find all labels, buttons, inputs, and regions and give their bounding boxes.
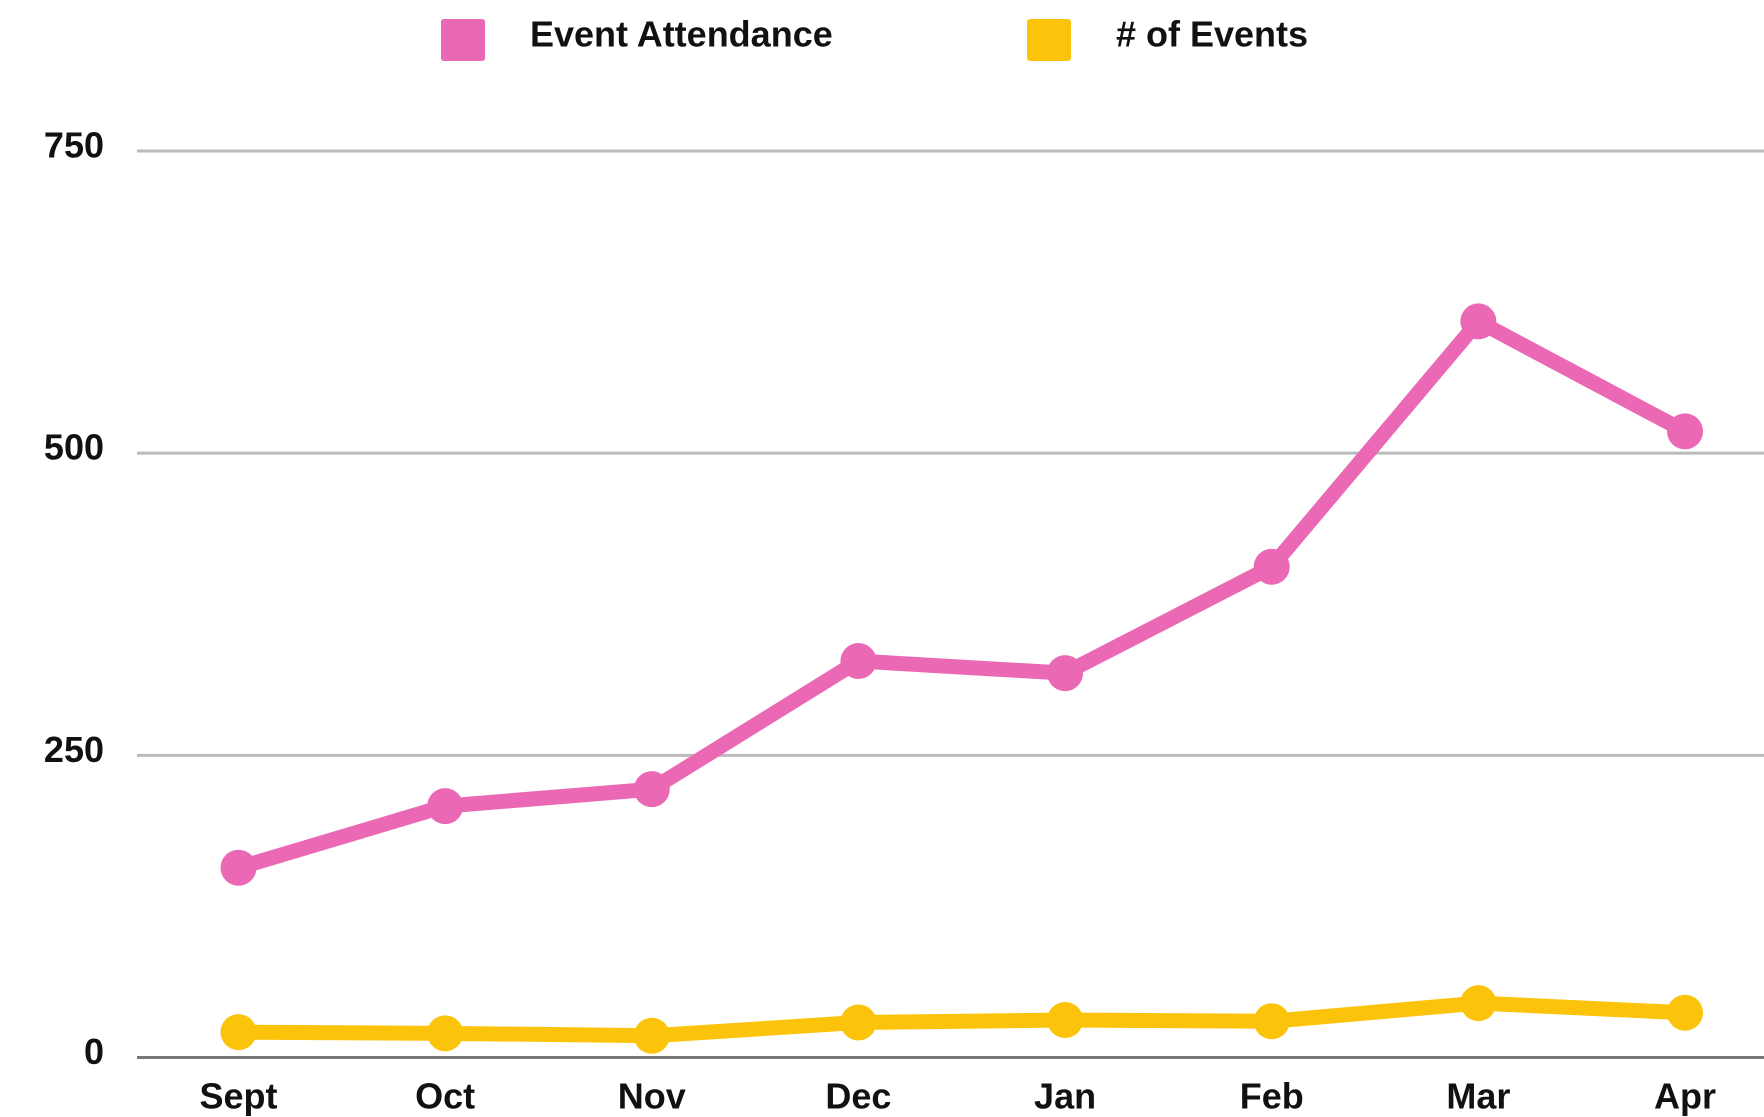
data-point xyxy=(427,788,464,825)
legend-swatch xyxy=(441,19,485,61)
data-point xyxy=(1253,548,1290,585)
x-tick-label: Dec xyxy=(825,1076,891,1117)
legend-label: # of Events xyxy=(1116,14,1308,55)
x-tick-label: Oct xyxy=(415,1076,475,1117)
data-point xyxy=(1667,413,1703,450)
x-tick-label: Mar xyxy=(1446,1076,1510,1117)
x-tick-label: Nov xyxy=(618,1076,686,1117)
data-point xyxy=(840,643,877,680)
x-tick-label: Feb xyxy=(1240,1076,1304,1117)
legend-label: Event Attendance xyxy=(530,14,833,55)
series-line xyxy=(238,995,1686,1044)
y-tick-label: 0 xyxy=(84,1031,104,1072)
data-point xyxy=(427,1015,464,1052)
data-point xyxy=(1460,303,1497,340)
x-tick-label: Sept xyxy=(199,1076,277,1117)
data-point xyxy=(220,849,257,886)
data-point xyxy=(633,1017,670,1054)
series-line xyxy=(236,313,1689,875)
data-point xyxy=(1253,1003,1290,1040)
x-tick-label: Apr xyxy=(1654,1076,1716,1117)
x-tick-label: Jan xyxy=(1034,1076,1096,1117)
data-point xyxy=(1667,994,1703,1031)
data-point xyxy=(633,771,670,808)
data-point xyxy=(1047,655,1084,692)
y-tick-label: 750 xyxy=(44,125,104,166)
data-point xyxy=(220,1014,257,1051)
data-point xyxy=(1047,1002,1084,1039)
data-point xyxy=(1460,985,1497,1022)
legend-swatch xyxy=(1027,19,1071,61)
data-point xyxy=(840,1004,877,1041)
y-tick-label: 500 xyxy=(44,427,104,468)
y-tick-label: 250 xyxy=(44,729,104,770)
